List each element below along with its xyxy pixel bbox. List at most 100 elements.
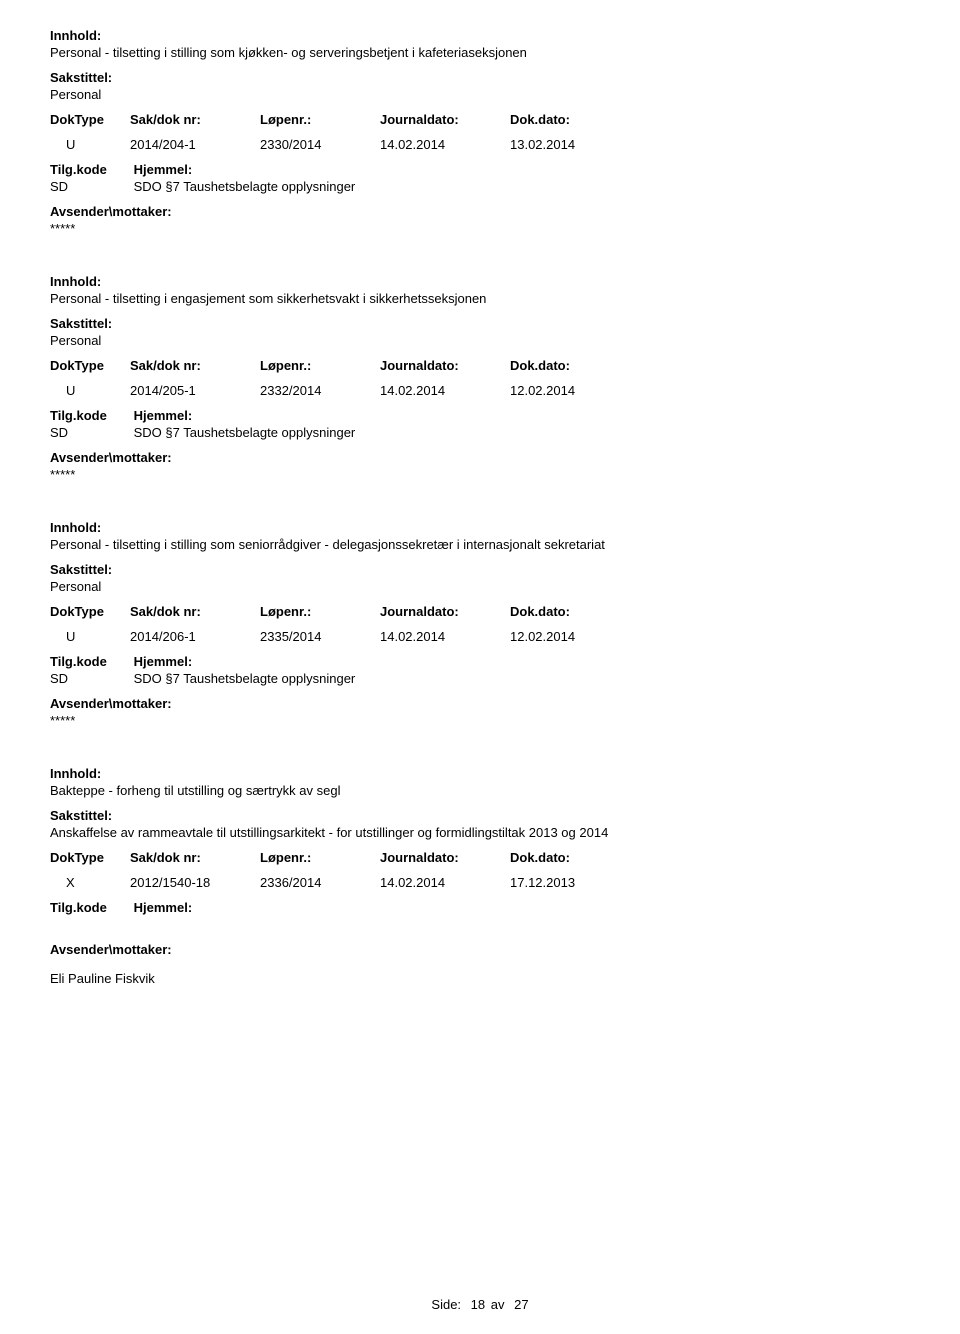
tilgkode-header: Tilg.kode bbox=[50, 408, 130, 423]
tilgkode-header: Tilg.kode bbox=[50, 654, 130, 669]
dokdato-value: 17.12.2013 bbox=[510, 875, 630, 890]
av-label: av bbox=[491, 1297, 505, 1312]
hjemmel-value: SDO §7 Taushetsbelagte opplysninger bbox=[134, 425, 356, 440]
tilg-header: Tilg.kode Hjemmel: bbox=[50, 408, 910, 423]
doktype-value: U bbox=[50, 383, 130, 398]
tilgkode-value: SD bbox=[50, 425, 130, 440]
tilg-header: Tilg.kode Hjemmel: bbox=[50, 900, 910, 915]
dokdato-header: Dok.dato: bbox=[510, 112, 630, 127]
sakstittel-value: Personal bbox=[50, 87, 910, 102]
dokdato-value: 13.02.2014 bbox=[510, 137, 630, 152]
doktype-value: U bbox=[50, 629, 130, 644]
avsender-label: Avsender\mottaker: bbox=[50, 696, 910, 711]
lopenr-header: Løpenr.: bbox=[260, 112, 380, 127]
lopenr-value: 2332/2014 bbox=[260, 383, 380, 398]
dokdato-header: Dok.dato: bbox=[510, 358, 630, 373]
entries-container: Innhold: Personal - tilsetting i stillin… bbox=[50, 28, 910, 986]
hjemmel-header: Hjemmel: bbox=[134, 408, 193, 423]
journaldato-value: 14.02.2014 bbox=[380, 629, 510, 644]
innhold-label: Innhold: bbox=[50, 766, 910, 781]
lopenr-header: Løpenr.: bbox=[260, 850, 380, 865]
avsender-value: ***** bbox=[50, 221, 910, 236]
sakstittel-value: Anskaffelse av rammeavtale til utstillin… bbox=[50, 825, 910, 840]
columns-data: U 2014/206-1 2335/2014 14.02.2014 12.02.… bbox=[50, 629, 910, 644]
tilgkode-value: SD bbox=[50, 179, 130, 194]
journaldato-header: Journaldato: bbox=[380, 850, 510, 865]
lopenr-value: 2330/2014 bbox=[260, 137, 380, 152]
side-label: Side: bbox=[431, 1297, 461, 1312]
hjemmel-value: SDO §7 Taushetsbelagte opplysninger bbox=[134, 179, 356, 194]
hjemmel-header: Hjemmel: bbox=[134, 900, 193, 915]
tilg-header: Tilg.kode Hjemmel: bbox=[50, 654, 910, 669]
sakdok-header: Sak/dok nr: bbox=[130, 604, 260, 619]
columns-data: U 2014/204-1 2330/2014 14.02.2014 13.02.… bbox=[50, 137, 910, 152]
tilg-data bbox=[50, 917, 910, 932]
hjemmel-header: Hjemmel: bbox=[134, 654, 193, 669]
columns-header: DokType Sak/dok nr: Løpenr.: Journaldato… bbox=[50, 358, 910, 373]
sakstittel-label: Sakstittel: bbox=[50, 808, 910, 823]
journal-entry: Innhold: Bakteppe - forheng til utstilli… bbox=[50, 766, 910, 986]
lopenr-value: 2335/2014 bbox=[260, 629, 380, 644]
sakdok-header: Sak/dok nr: bbox=[130, 358, 260, 373]
hjemmel-value: SDO §7 Taushetsbelagte opplysninger bbox=[134, 671, 356, 686]
innhold-label: Innhold: bbox=[50, 520, 910, 535]
tilg-data: SD SDO §7 Taushetsbelagte opplysninger bbox=[50, 671, 910, 686]
hjemmel-header: Hjemmel: bbox=[134, 162, 193, 177]
dokdato-header: Dok.dato: bbox=[510, 604, 630, 619]
journaldato-header: Journaldato: bbox=[380, 112, 510, 127]
journaldato-value: 14.02.2014 bbox=[380, 875, 510, 890]
page-total: 27 bbox=[514, 1297, 528, 1312]
doktype-header: DokType bbox=[50, 850, 130, 865]
page-number: 18 bbox=[471, 1297, 485, 1312]
dokdato-header: Dok.dato: bbox=[510, 850, 630, 865]
sakstittel-value: Personal bbox=[50, 579, 910, 594]
journaldato-header: Journaldato: bbox=[380, 604, 510, 619]
tilg-data: SD SDO §7 Taushetsbelagte opplysninger bbox=[50, 425, 910, 440]
avsender-label: Avsender\mottaker: bbox=[50, 450, 910, 465]
tilg-data: SD SDO §7 Taushetsbelagte opplysninger bbox=[50, 179, 910, 194]
journaldato-value: 14.02.2014 bbox=[380, 137, 510, 152]
columns-data: U 2014/205-1 2332/2014 14.02.2014 12.02.… bbox=[50, 383, 910, 398]
sakstittel-label: Sakstittel: bbox=[50, 70, 910, 85]
doktype-value: U bbox=[50, 137, 130, 152]
dokdato-value: 12.02.2014 bbox=[510, 629, 630, 644]
dokdato-value: 12.02.2014 bbox=[510, 383, 630, 398]
doktype-header: DokType bbox=[50, 358, 130, 373]
doktype-header: DokType bbox=[50, 112, 130, 127]
journal-entry: Innhold: Personal - tilsetting i engasje… bbox=[50, 274, 910, 482]
tilgkode-header: Tilg.kode bbox=[50, 162, 130, 177]
columns-header: DokType Sak/dok nr: Løpenr.: Journaldato… bbox=[50, 850, 910, 865]
lopenr-header: Løpenr.: bbox=[260, 358, 380, 373]
sakstittel-label: Sakstittel: bbox=[50, 316, 910, 331]
tilgkode-header: Tilg.kode bbox=[50, 900, 130, 915]
page-footer: Side: 18 av 27 bbox=[0, 1297, 960, 1312]
journal-entry: Innhold: Personal - tilsetting i stillin… bbox=[50, 28, 910, 236]
lopenr-header: Løpenr.: bbox=[260, 604, 380, 619]
journal-entry: Innhold: Personal - tilsetting i stillin… bbox=[50, 520, 910, 728]
avsender-value: ***** bbox=[50, 467, 910, 482]
avsender-label: Avsender\mottaker: bbox=[50, 942, 910, 957]
tilg-header: Tilg.kode Hjemmel: bbox=[50, 162, 910, 177]
sakdok-value: 2014/204-1 bbox=[130, 137, 260, 152]
columns-header: DokType Sak/dok nr: Løpenr.: Journaldato… bbox=[50, 112, 910, 127]
sakdok-header: Sak/dok nr: bbox=[130, 850, 260, 865]
innhold-label: Innhold: bbox=[50, 274, 910, 289]
avsender-label: Avsender\mottaker: bbox=[50, 204, 910, 219]
avsender-value: Eli Pauline Fiskvik bbox=[50, 971, 910, 986]
sakdok-value: 2012/1540-18 bbox=[130, 875, 260, 890]
tilgkode-value: SD bbox=[50, 671, 130, 686]
columns-header: DokType Sak/dok nr: Løpenr.: Journaldato… bbox=[50, 604, 910, 619]
sakstittel-label: Sakstittel: bbox=[50, 562, 910, 577]
doktype-value: X bbox=[50, 875, 130, 890]
sakstittel-value: Personal bbox=[50, 333, 910, 348]
sakdok-value: 2014/206-1 bbox=[130, 629, 260, 644]
journaldato-value: 14.02.2014 bbox=[380, 383, 510, 398]
sakdok-value: 2014/205-1 bbox=[130, 383, 260, 398]
sakdok-header: Sak/dok nr: bbox=[130, 112, 260, 127]
columns-data: X 2012/1540-18 2336/2014 14.02.2014 17.1… bbox=[50, 875, 910, 890]
doktype-header: DokType bbox=[50, 604, 130, 619]
avsender-value: ***** bbox=[50, 713, 910, 728]
innhold-value: Bakteppe - forheng til utstilling og sær… bbox=[50, 783, 910, 798]
journaldato-header: Journaldato: bbox=[380, 358, 510, 373]
innhold-value: Personal - tilsetting i engasjement som … bbox=[50, 291, 910, 306]
